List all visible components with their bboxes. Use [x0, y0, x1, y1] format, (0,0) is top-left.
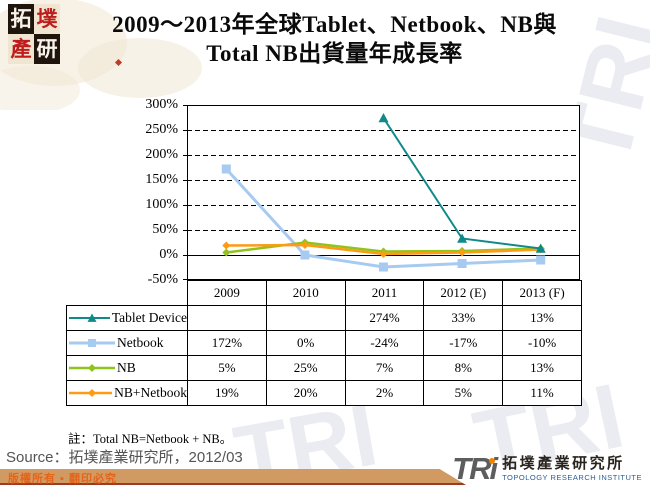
series-marker-square [300, 250, 310, 260]
data-cell: 274% [344, 305, 425, 331]
y-axis-tick-label: 100% [145, 197, 178, 212]
table-row: Tablet Device 274% 33% 13% [66, 305, 582, 331]
company-seal-logo: 拓 墣 產 研 [8, 4, 60, 64]
data-cell: 5% [187, 355, 267, 381]
year-header-cell: 2009 [187, 280, 267, 306]
tri-corporate-logo: TRi 拓墣產業研究所 TOPOLOGY RESEARCH INSTITUTE [452, 453, 642, 484]
table-row: NB 5% 25% 7% 8% 13% [66, 355, 582, 381]
series-marker-diamond [458, 248, 467, 257]
data-cell: 25% [265, 355, 346, 381]
data-cell: 5% [423, 380, 504, 406]
data-cell [265, 305, 346, 331]
page-title-line2: Total NB出貨量年成長率 [206, 41, 463, 66]
source-line: Source：拓墣產業研究所，2012/03 [6, 449, 243, 466]
data-cell: 7% [344, 355, 425, 381]
y-axis-tick-label: 50% [152, 222, 178, 237]
data-cell: 20% [265, 380, 346, 406]
tri-wordmark-dot [489, 458, 496, 464]
data-cell: 19% [187, 380, 267, 406]
series-marker-diamond [88, 389, 96, 397]
data-cell: -10% [502, 330, 582, 356]
tri-wordmark: TRi [452, 453, 498, 484]
seal-char: 研 [34, 34, 60, 64]
legend-swatch [69, 364, 115, 372]
chart-plot-area [180, 105, 581, 287]
legend-label: Tablet Device [111, 310, 187, 325]
logo-backdrop-wedge [438, 468, 650, 485]
series-marker-square [88, 339, 96, 347]
footnote: 註：Total NB=Netbook + NB。 [68, 432, 233, 446]
page-title-line1: 2009～2013年全球Tablet、Netbook、NB與 [112, 12, 557, 37]
series-marker-triangle [457, 233, 468, 243]
tri-name-en: TOPOLOGY RESEARCH INSTITUTE [502, 473, 642, 482]
data-cell: 0% [265, 330, 346, 356]
series-marker-square [457, 259, 467, 268]
copyright-text: 版權所有 ▪ 翻印必究 [8, 473, 118, 485]
legend-label: Netbook [117, 335, 164, 350]
year-header-row: 2009 2010 2011 2012 (E) 2013 (F) [67, 280, 582, 306]
legend-cell: Netbook [66, 330, 188, 356]
seal-char: 墣 [34, 4, 60, 34]
chart-data-table: 2009 2010 2011 2012 (E) 2013 (F) Tablet Devic… [66, 280, 582, 406]
data-cell: 33% [423, 305, 504, 331]
line-chart [183, 105, 580, 280]
tri-company-names: 拓墣產業研究所 TOPOLOGY RESEARCH INSTITUTE [502, 456, 642, 482]
series-marker-triangle [87, 313, 97, 322]
legend-swatch [69, 313, 110, 322]
year-header-cell: 2012 (E) [423, 280, 504, 306]
year-header-cell: 2010 [265, 280, 346, 306]
seal-char: 產 [8, 34, 34, 64]
tri-wordmark-text: TRi [452, 451, 498, 485]
chart-table-body: 2009 2010 2011 2012 (E) 2013 (F) Tablet Devic… [66, 280, 582, 406]
table-row: NB+Netbook 19% 20% 2% 5% 11% [66, 380, 582, 406]
series-marker-triangle [535, 243, 546, 253]
legend-cell: NB+Netbook [66, 380, 188, 406]
table-corner-blank [67, 281, 188, 306]
series-marker-square [221, 164, 231, 174]
series-marker-diamond [379, 250, 388, 258]
data-cell: 13% [502, 355, 582, 381]
data-cell: 172% [187, 330, 267, 356]
series-marker-diamond [300, 241, 309, 249]
data-cell: 11% [502, 380, 582, 406]
y-axis-tick-label: 200% [145, 147, 178, 162]
series-marker-square [536, 255, 546, 265]
series-marker-diamond [222, 248, 231, 257]
legend-cell: Tablet Device [66, 305, 188, 331]
page-title: 2009～2013年全球Tablet、Netbook、NB與 Total NB出… [62, 10, 607, 68]
legend-cell: NB [66, 355, 188, 381]
data-cell: 13% [502, 305, 582, 331]
legend-label: NB+Netbook [114, 385, 187, 400]
legend-swatch [69, 389, 113, 397]
seal-char: 拓 [8, 4, 34, 34]
y-axis-tick-label: 150% [145, 172, 178, 187]
y-axis-tick-label: 300% [145, 97, 178, 112]
data-cell: -17% [423, 330, 504, 356]
series-marker-diamond [222, 241, 231, 250]
table-row: Netbook 172% 0% -24% -17% -10% [66, 330, 582, 356]
data-cell: 2% [344, 380, 425, 406]
legend-swatch [69, 339, 115, 347]
y-axis-tick-label: 250% [145, 122, 178, 137]
year-header-cell: 2011 [344, 280, 425, 306]
data-cell: -24% [344, 330, 425, 356]
data-cell: 8% [423, 355, 504, 381]
series-marker-triangle [378, 113, 389, 123]
tri-name-zh: 拓墣產業研究所 [502, 456, 625, 472]
y-axis-tick-label: -50% [147, 272, 178, 287]
series-marker-diamond [88, 364, 96, 372]
series-marker-square [379, 262, 388, 272]
y-axis-tick-label: 0% [159, 247, 178, 262]
legend-label: NB [117, 360, 136, 375]
year-header-cell: 2013 (F) [502, 280, 582, 306]
data-cell [187, 305, 267, 331]
